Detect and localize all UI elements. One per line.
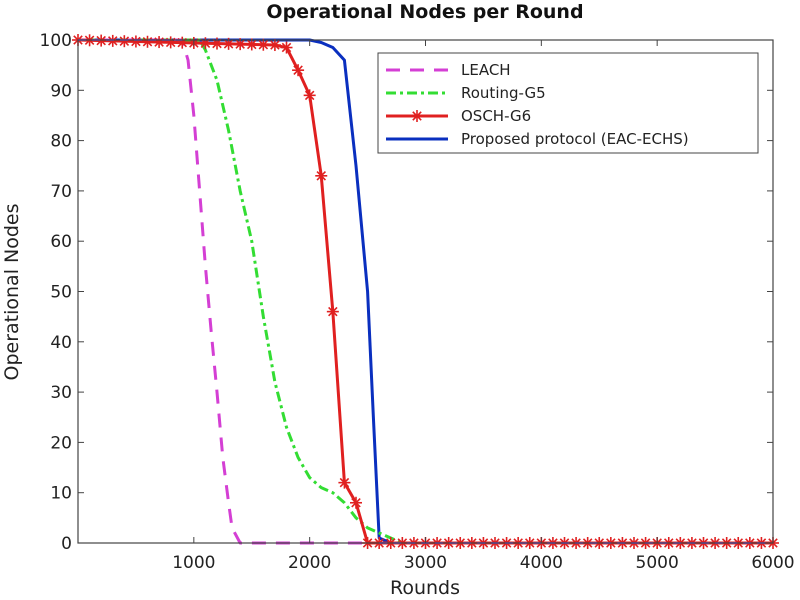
legend-label: LEACH <box>461 61 511 79</box>
y-tick-label: 90 <box>50 81 72 101</box>
axis-ticks: 1000 2000 3000 4000 5000 6000 0 10 20 30 40 50 60 70 8… <box>40 31 795 573</box>
x-tick-label: 2000 <box>288 553 331 573</box>
y-tick-label: 10 <box>50 484 72 504</box>
y-tick-label: 20 <box>50 433 72 453</box>
y-tick-label: 100 <box>40 31 72 51</box>
x-axis-label: Rounds <box>390 577 460 599</box>
y-tick-label: 60 <box>50 232 72 252</box>
chart-title: Operational Nodes per Round <box>266 1 583 23</box>
legend-label: Routing-G5 <box>461 84 546 102</box>
x-tick-label: 5000 <box>636 553 679 573</box>
legend-label: OSCH-G6 <box>461 107 531 125</box>
x-tick-label: 6000 <box>751 553 794 573</box>
y-tick-label: 80 <box>50 132 72 152</box>
series-line <box>78 38 773 545</box>
series-line <box>78 38 773 545</box>
y-tick-label: 0 <box>61 534 72 554</box>
x-tick-label: 1000 <box>172 553 215 573</box>
legend-label: Proposed protocol (EAC-ECHS) <box>461 130 689 148</box>
y-tick-label: 40 <box>50 333 72 353</box>
x-tick-label: 3000 <box>404 553 447 573</box>
y-tick-label: 70 <box>50 182 72 202</box>
legend: LEACH Routing-G5 OSCH-G6 Proposed protocol … <box>377 52 759 154</box>
y-axis-label: Operational Nodes <box>1 203 23 380</box>
y-tick-label: 50 <box>50 283 72 303</box>
x-tick-label: 4000 <box>520 553 563 573</box>
y-tick-label: 30 <box>50 383 72 403</box>
